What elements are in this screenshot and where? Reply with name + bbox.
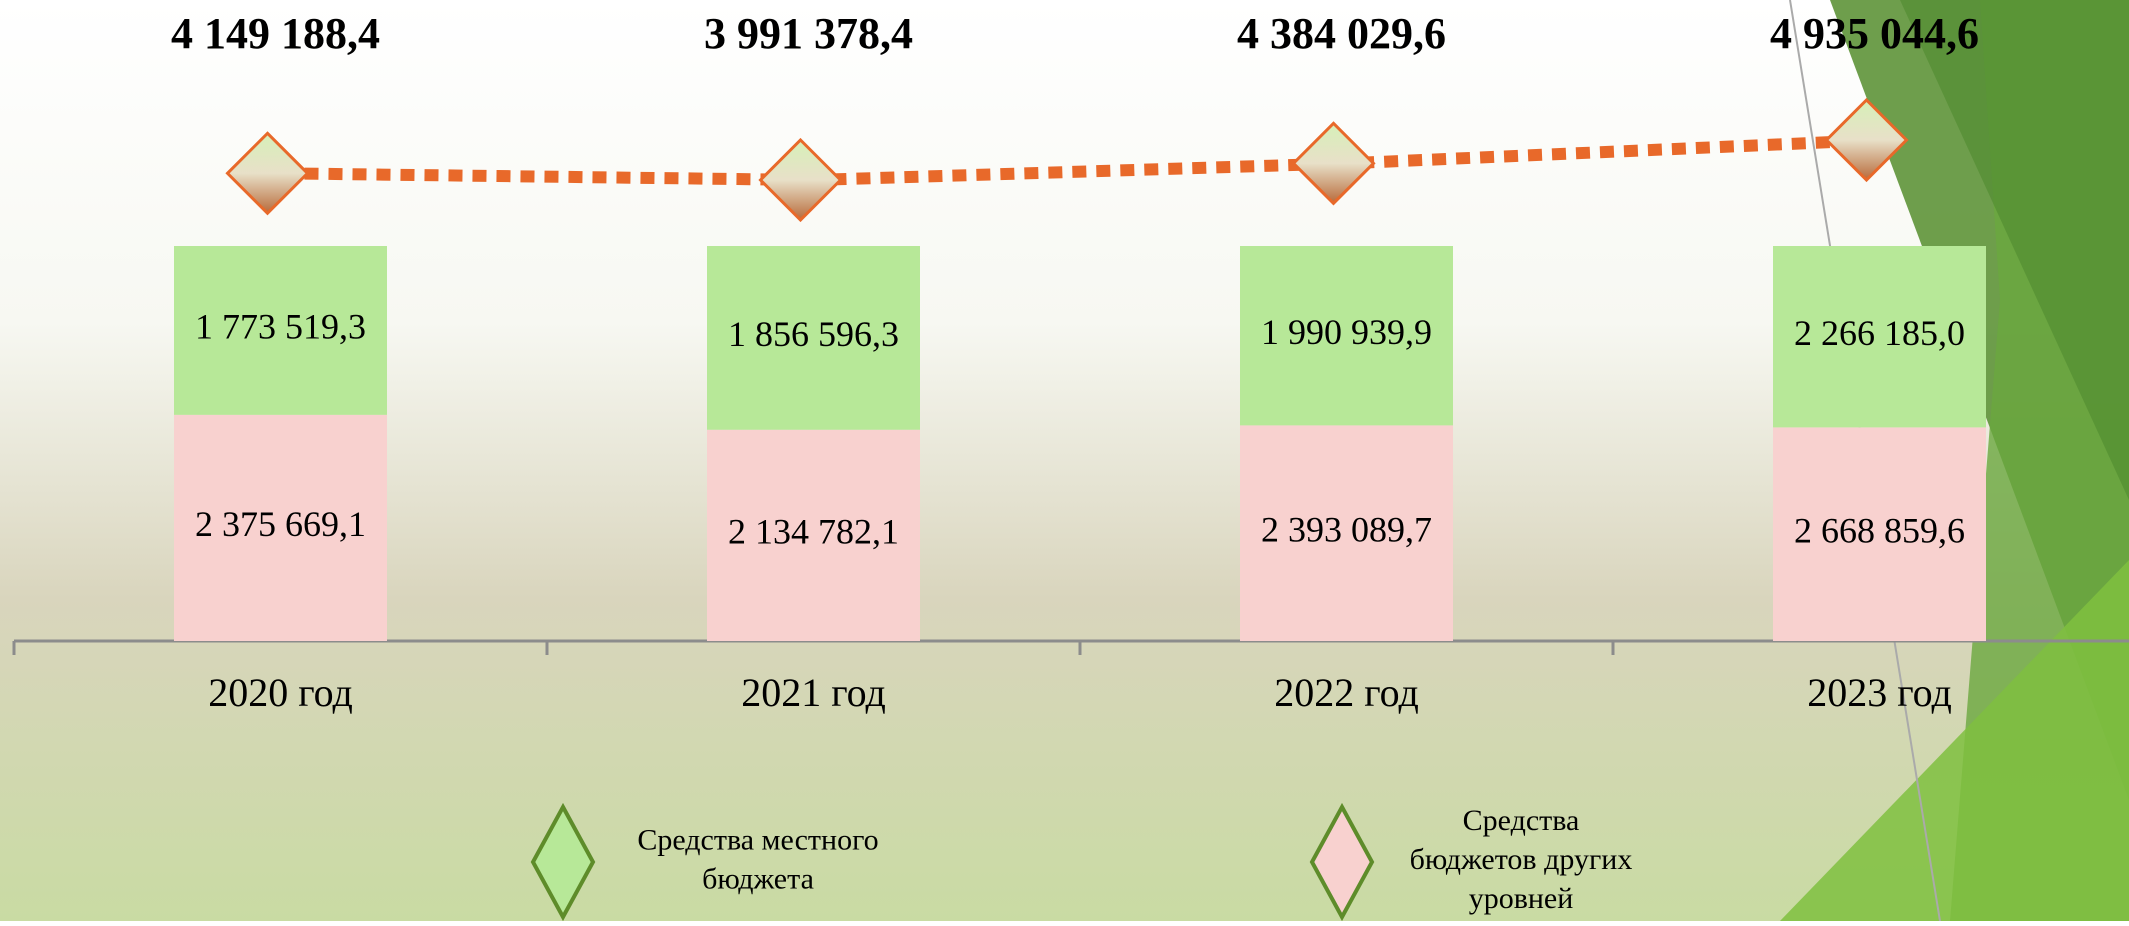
x-tick-label: 2023 год xyxy=(1807,670,1952,715)
legend-label-line: бюджета xyxy=(702,862,814,895)
chart: 2020 год 2 375 669,1 1 773 519,3 2021 год 2 … xyxy=(0,0,2129,921)
x-tick-label: 2022 год xyxy=(1274,670,1419,715)
legend-label-line: Средства местного xyxy=(637,823,878,856)
total-label: 4 384 029,6 xyxy=(1237,9,1446,58)
data-label: 2 668 859,6 xyxy=(1794,510,1965,550)
legend-label-line: уровней xyxy=(1469,882,1574,915)
total-label: 4 149 188,4 xyxy=(171,9,380,58)
x-tick-label: 2021 год xyxy=(741,670,886,715)
data-label: 2 393 089,7 xyxy=(1261,509,1432,549)
data-label: 2 134 782,1 xyxy=(728,512,899,552)
data-label: 2 375 669,1 xyxy=(195,504,366,544)
data-label: 1 990 939,9 xyxy=(1261,312,1432,352)
data-label: 1 773 519,3 xyxy=(195,307,366,347)
page: {"chart_data": {"type": "bar", "stacking… xyxy=(0,0,2129,921)
data-label: 2 266 185,0 xyxy=(1794,313,1965,353)
legend-label-line: Средства xyxy=(1463,804,1580,837)
total-label: 3 991 378,4 xyxy=(704,9,913,58)
data-label: 1 856 596,3 xyxy=(728,314,899,354)
x-tick-label: 2020 год xyxy=(208,670,353,715)
legend-label-line: бюджетов других xyxy=(1410,843,1633,876)
total-label: 4 935 044,6 xyxy=(1770,9,1979,58)
